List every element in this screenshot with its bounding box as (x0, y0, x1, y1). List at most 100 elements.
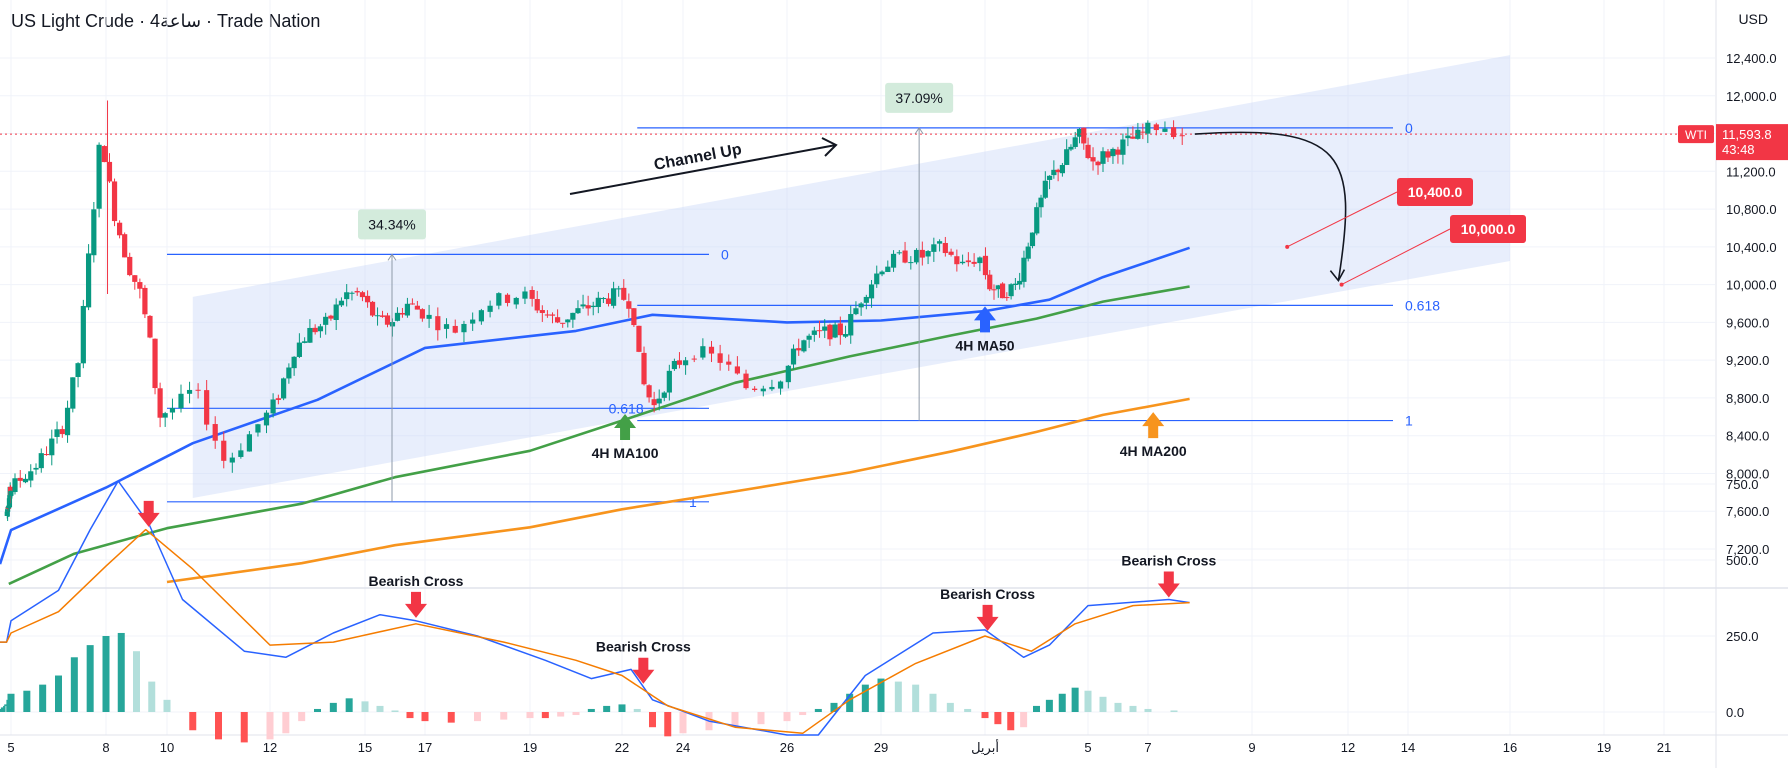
candle-down (1105, 151, 1111, 158)
time-tick-label: 17 (418, 740, 432, 755)
ma200-label: 4H MA200 (1120, 443, 1187, 459)
target-10000-box (1450, 215, 1526, 243)
candle-up (656, 398, 662, 404)
candle-down (902, 250, 908, 263)
channel-up-arrow-line (569, 144, 837, 195)
candle-up (863, 296, 869, 303)
candle-up (1017, 280, 1023, 285)
candle-down (717, 353, 723, 363)
macd-histogram-bar (1129, 705, 1137, 712)
fibonacci-levels: 0 0.618 1 0 0.618 1 (167, 120, 1440, 510)
candle-up (426, 314, 432, 319)
candlestick-series (4, 100, 1185, 522)
macd-histogram-bar (1020, 712, 1028, 728)
candle-down (631, 308, 637, 326)
ma50-arrow-icon (974, 306, 996, 333)
price-tick-label: 10,000.0 (1726, 278, 1777, 293)
candle-down (636, 325, 642, 352)
candle-up (777, 381, 784, 389)
candle-up (806, 335, 812, 340)
bearish-cross-label-1: Bearish Cross (369, 573, 464, 589)
candle-down (379, 315, 386, 317)
candle-down (399, 312, 406, 315)
macd-histogram-bar (266, 712, 274, 740)
candle-up (22, 478, 29, 483)
candle-down (369, 301, 376, 316)
candle-down (1130, 136, 1136, 139)
time-tick-label: 9 (1248, 740, 1255, 755)
channel-up-band (192, 55, 1510, 499)
candle-up (344, 292, 350, 300)
candle-down (752, 388, 758, 390)
candle-up (1125, 135, 1131, 139)
candle-down (354, 291, 360, 293)
candle-down (646, 385, 652, 398)
candle-up (700, 346, 706, 358)
candle-down (529, 289, 535, 299)
candle-down (204, 390, 210, 425)
candle-up (811, 330, 817, 335)
candle-down (651, 399, 657, 406)
candle-up (443, 324, 450, 329)
macd-histogram-bar (282, 712, 290, 734)
candle-down (312, 327, 318, 333)
candle-down (364, 295, 371, 303)
time-tick-label: 5 (1084, 740, 1091, 755)
currency-label[interactable]: USD (1738, 11, 1768, 27)
candle-down (999, 283, 1006, 299)
candle-up (286, 367, 292, 379)
candle-down (626, 301, 632, 309)
candle-up (885, 266, 891, 272)
candle-up (91, 209, 97, 256)
macd-histogram-bar (23, 690, 31, 712)
candle-up (1051, 169, 1057, 176)
candle-up (848, 314, 854, 336)
candle-down (919, 249, 925, 258)
candle-down (726, 361, 732, 365)
macd-histogram-bar (633, 708, 641, 712)
macd-histogram-bar (329, 702, 337, 712)
candle-down (539, 310, 545, 313)
candle-up (1110, 148, 1116, 157)
time-axis: 5 8 10 12 15 17 19 22 24 26 29 أبريل 5 7 9 12 14 16 19 21 (7, 739, 1671, 756)
candle-down (549, 314, 556, 316)
candle-up (666, 370, 672, 393)
candle-up (1076, 128, 1083, 137)
macd-histogram-bar (1084, 690, 1092, 712)
candle-down (641, 352, 647, 385)
rise-37-percent-arrow (914, 126, 924, 135)
candle-up (661, 392, 667, 398)
candle-up (874, 273, 880, 285)
target-10400-leader (1286, 191, 1398, 248)
ma100-label: 4H MA100 (592, 445, 659, 461)
candle-up (1162, 128, 1168, 132)
candle-up (1068, 146, 1074, 150)
candle-up (461, 323, 467, 333)
candle-up (1145, 122, 1151, 134)
channel-polygon (192, 55, 1510, 499)
ma-line-0 (0, 246, 1191, 565)
candle-up (291, 356, 297, 369)
candle-down (275, 398, 281, 400)
candle-down (942, 242, 948, 254)
macd-histogram-bar (964, 708, 972, 712)
time-tick-label: 5 (7, 740, 14, 755)
time-tick-label: 12 (1341, 740, 1355, 755)
price-tick-label: 12,400.0 (1726, 51, 1777, 66)
candle-up (281, 378, 287, 399)
candle-down (59, 429, 65, 435)
candle-up (317, 326, 324, 332)
candle-up (590, 305, 596, 308)
target-10000-leader (1341, 228, 1451, 286)
candle-up (8, 491, 14, 496)
candle-up (178, 393, 184, 409)
candle-up (580, 304, 586, 307)
candle-up (229, 457, 235, 463)
candle-down (132, 275, 138, 282)
current-price-value: 11,593.8 (1722, 127, 1772, 142)
candle-up (977, 257, 983, 264)
macd-histogram-bar (102, 636, 110, 712)
macd-histogram-bar (189, 712, 197, 731)
candle-down (971, 261, 977, 264)
